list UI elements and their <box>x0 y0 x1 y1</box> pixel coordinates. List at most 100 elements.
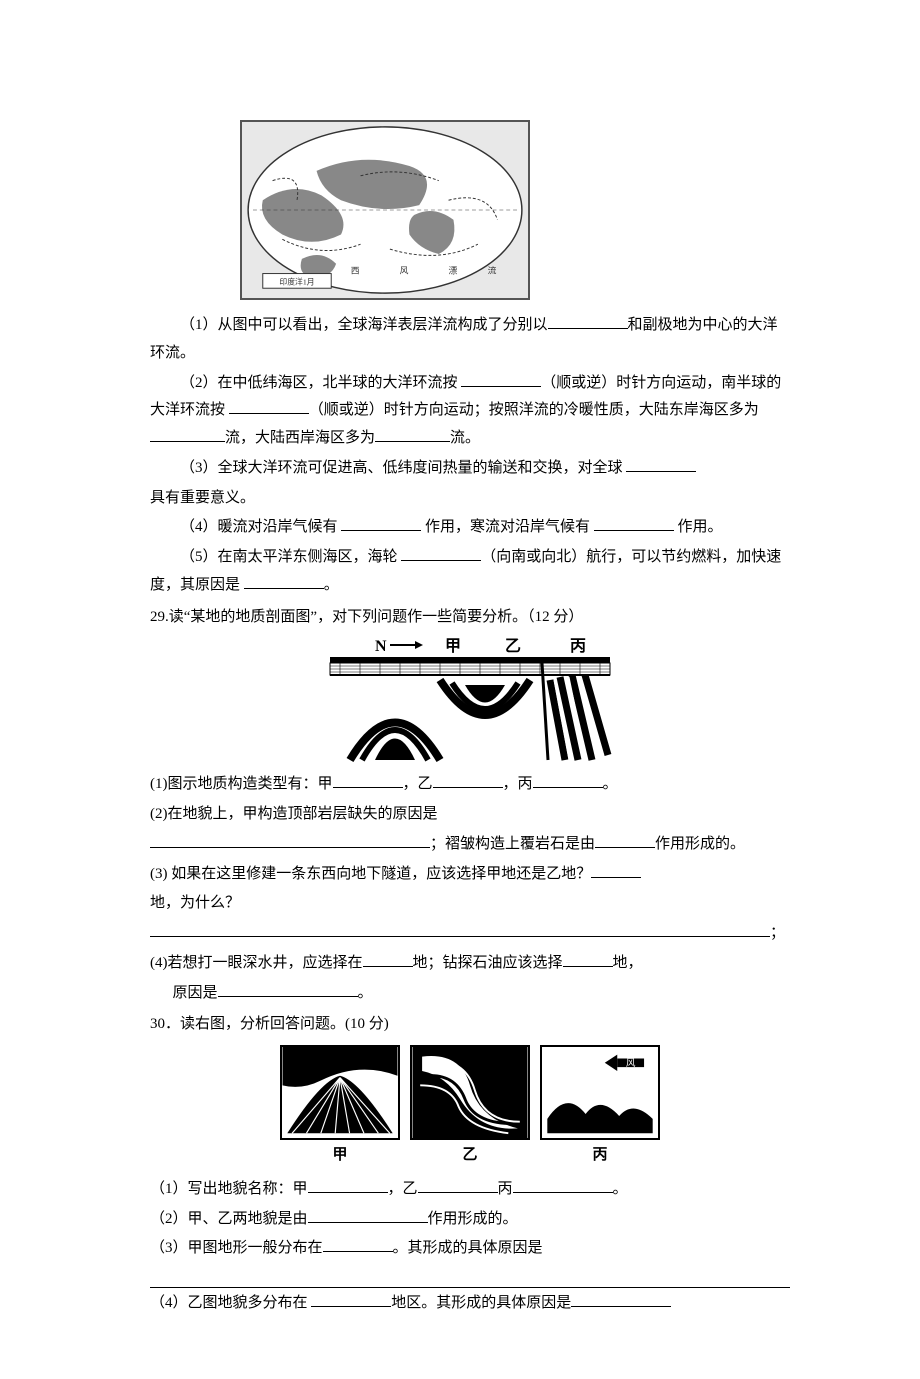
blank <box>533 787 603 788</box>
q28-3: （3）全球大洋环流可促进高、低纬度间热量的输送和交换，对全球 <box>150 455 790 483</box>
q28-2-text-d: 流，大陆西岸海区多为 <box>225 430 375 446</box>
svg-text:印度洋1月: 印度洋1月 <box>279 276 314 286</box>
q29-2: (2)在地貌上，甲构造顶部岩层缺失的原因是 <box>150 801 790 829</box>
q28-4-text-c: 作用。 <box>674 519 723 535</box>
blank <box>591 877 641 878</box>
q30-4-a: （4）乙图地貌多分布在 <box>150 1295 311 1311</box>
svg-text:甲: 甲 <box>445 637 461 655</box>
svg-text:西: 西 <box>351 266 360 276</box>
q29-4: (4)若想打一眼深水井，应选择在 地；钻探石油应该选择 地， <box>150 950 790 978</box>
q29-1-b: ，乙 <box>403 776 433 792</box>
q29-3-a: (3) 如果在这里修建一条东西向地下隧道，应该选择甲地还是乙地？ <box>150 866 591 882</box>
q29-1-a: (1)图示地质构造类型有：甲 <box>150 776 333 792</box>
thumb-yi <box>410 1045 530 1140</box>
blank <box>311 1306 391 1307</box>
blank <box>229 413 309 414</box>
q29-2-c: 作用形成的。 <box>655 836 745 852</box>
q29-4-a: (4)若想打一眼深水井，应选择在 <box>150 955 363 971</box>
q29-2-a: (2)在地貌上，甲构造顶部岩层缺失的原因是 <box>150 806 438 822</box>
blank <box>563 966 613 967</box>
q29-3-tail: ； <box>770 925 785 941</box>
q28-2-text-c: （顺或逆）时针方向运动；按照洋流的冷暖性质，大陆东岸海区多为 <box>309 402 759 418</box>
blank <box>461 386 541 387</box>
blank <box>308 1192 388 1193</box>
q28-1-text-a: （1）从图中可以看出，全球海洋表层洋流构成了分别以 <box>180 317 548 333</box>
q28-4: （4）暖流对沿岸气候有 作用，寒流对沿岸气候有 作用。 <box>150 514 790 542</box>
blank <box>375 441 450 442</box>
blank <box>594 530 674 531</box>
q28-2-text-e: 流。 <box>450 430 480 446</box>
svg-text:漂: 漂 <box>449 265 458 276</box>
q28-5-text-c: 。 <box>324 577 339 593</box>
q29-3b: 地，为什么？ <box>150 890 790 918</box>
geology-cross-section: N 甲 乙 丙 <box>320 635 620 765</box>
q29-1-c: ，丙 <box>503 776 533 792</box>
q30-4-b: 地区。其形成的具体原因是 <box>391 1295 571 1311</box>
blank <box>218 996 358 997</box>
blank <box>401 560 481 561</box>
q29-4-b: 地；钻探石油应该选择 <box>413 955 563 971</box>
q30-2: （2）甲、乙两地貌是由 作用形成的。 <box>150 1206 790 1234</box>
svg-text:丙: 丙 <box>570 637 586 655</box>
world-ocean-currents-map: 印度洋1月 西 风 漂 流 <box>240 120 530 300</box>
q29-4-e: 。 <box>358 985 373 1001</box>
landform-thumbnails: 风 <box>150 1045 790 1140</box>
q29-3-line: ； <box>150 920 790 948</box>
q29-title: 29.读“某地的地质剖面图”，对下列问题作一些简要分析。（12 分） <box>150 604 790 632</box>
blank <box>244 588 324 589</box>
blank <box>150 441 225 442</box>
svg-text:N: N <box>375 638 387 655</box>
blank <box>333 787 403 788</box>
thumb-jia <box>280 1045 400 1140</box>
q28-3-text-a: （3）全球大洋环流可促进高、低纬度间热量的输送和交换，对全球 <box>180 460 626 476</box>
q29-4-c: 地， <box>613 955 643 971</box>
blank <box>150 936 770 937</box>
blank <box>341 530 421 531</box>
thumb-bing: 风 <box>540 1045 660 1140</box>
blank <box>150 847 430 848</box>
q29-2-line: ；褶皱构造上覆岩石是由作用形成的。 <box>150 831 790 859</box>
q30-1-b: ，乙 <box>388 1181 418 1197</box>
svg-text:乙: 乙 <box>505 638 521 655</box>
q30-1-d: 。 <box>613 1181 628 1197</box>
svg-text:风: 风 <box>400 266 409 276</box>
q30-3-b: 。其形成的具体原因是 <box>393 1240 543 1256</box>
q30-3-blankline <box>150 1265 790 1288</box>
cap-yi: 乙 <box>410 1142 530 1170</box>
blank <box>571 1306 671 1307</box>
q30-1-a: （1）写出地貌名称：甲 <box>150 1181 308 1197</box>
q30-4: （4）乙图地貌多分布在 地区。其形成的具体原因是 <box>150 1290 790 1318</box>
blank <box>548 328 628 329</box>
q28-5-text-a: （5）在南太平洋东侧海区，海轮 <box>180 549 401 565</box>
q28-4-text-b: 作用，寒流对沿岸气候有 <box>421 519 594 535</box>
q30-1: （1）写出地貌名称：甲 ，乙 丙 。 <box>150 1176 790 1204</box>
q28-1: （1）从图中可以看出，全球海洋表层洋流构成了分别以和副极地为中心的大洋环流。 <box>150 312 790 368</box>
q28-4-text-a: （4）暖流对沿岸气候有 <box>180 519 341 535</box>
blank <box>418 1192 498 1193</box>
cap-jia: 甲 <box>280 1142 400 1170</box>
q30-2-b: 作用形成的。 <box>428 1211 518 1227</box>
thumb-captions: 甲 乙 丙 <box>150 1142 790 1170</box>
q29-1: (1)图示地质构造类型有：甲 ，乙 ，丙 。 <box>150 771 790 799</box>
q29-4b: 原因是 。 <box>150 980 790 1008</box>
q30-3-a: （3）甲图地形一般分布在 <box>150 1240 323 1256</box>
blank <box>363 966 413 967</box>
q30-title: 30．读右图，分析回答问题。(10 分) <box>150 1011 790 1039</box>
q29-3: (3) 如果在这里修建一条东西向地下隧道，应该选择甲地还是乙地？ <box>150 861 790 889</box>
q29-3-b: 地，为什么？ <box>150 895 240 911</box>
q29-1-d: 。 <box>603 776 618 792</box>
q28-2-text-a: （2）在中低纬海区，北半球的大洋环流按 <box>180 375 461 391</box>
cap-bing: 丙 <box>540 1142 660 1170</box>
q28-3-cont: 具有重要意义。 <box>150 485 790 513</box>
q30-2-a: （2）甲、乙两地貌是由 <box>150 1211 308 1227</box>
blank <box>308 1222 428 1223</box>
q28-2: （2）在中低纬海区，北半球的大洋环流按 （顺或逆）时针方向运动，南半球的大洋环流… <box>150 370 790 453</box>
q28-5: （5）在南太平洋东侧海区，海轮 （向南或向北）航行，可以节约燃料，加快速度，其原… <box>150 544 790 600</box>
svg-text:流: 流 <box>488 265 497 276</box>
q30-3: （3）甲图地形一般分布在 。其形成的具体原因是 <box>150 1235 790 1263</box>
blank <box>323 1251 393 1252</box>
blank <box>513 1192 613 1193</box>
q29-4-d: 原因是 <box>173 985 218 1001</box>
q28-3-text-b: 具有重要意义。 <box>150 490 255 506</box>
q30-1-c: 丙 <box>498 1181 513 1197</box>
